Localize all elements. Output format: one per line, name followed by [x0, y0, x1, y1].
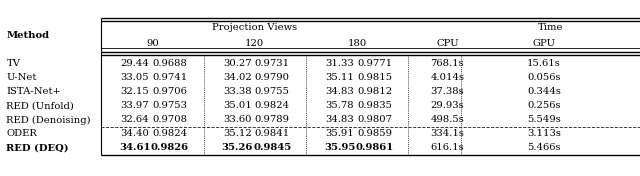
Text: 35.78: 35.78: [325, 102, 354, 111]
Text: 35.12: 35.12: [223, 130, 252, 139]
Text: GPU: GPU: [532, 39, 556, 48]
Text: 35.01: 35.01: [223, 102, 252, 111]
Text: 0.9789: 0.9789: [255, 115, 290, 124]
Text: 0.256s: 0.256s: [527, 102, 561, 111]
Text: Time: Time: [538, 23, 563, 32]
Text: 30.27: 30.27: [223, 59, 252, 68]
Text: 34.83: 34.83: [325, 87, 354, 96]
Text: 0.9731: 0.9731: [255, 59, 290, 68]
Text: 180: 180: [348, 39, 367, 48]
Text: 34.40: 34.40: [120, 130, 149, 139]
Text: 0.9824: 0.9824: [255, 102, 290, 111]
Text: 0.344s: 0.344s: [527, 87, 561, 96]
Text: TV: TV: [6, 59, 20, 68]
Text: 768.1s: 768.1s: [431, 59, 464, 68]
Text: 5.466s: 5.466s: [527, 143, 561, 152]
Text: 0.9824: 0.9824: [152, 130, 188, 139]
Text: 3.113s: 3.113s: [527, 130, 561, 139]
Text: 0.9741: 0.9741: [152, 74, 188, 83]
Text: 33.97: 33.97: [120, 102, 149, 111]
Text: 120: 120: [245, 39, 264, 48]
Text: 33.05: 33.05: [120, 74, 149, 83]
Text: 0.9753: 0.9753: [152, 102, 188, 111]
Text: 37.38s: 37.38s: [431, 87, 464, 96]
Text: 334.1s: 334.1s: [431, 130, 464, 139]
Text: 0.9771: 0.9771: [357, 59, 392, 68]
Text: 90: 90: [146, 39, 159, 48]
Text: 0.9706: 0.9706: [152, 87, 187, 96]
Text: 0.9841: 0.9841: [255, 130, 290, 139]
Text: 33.38: 33.38: [223, 87, 252, 96]
Text: 32.64: 32.64: [120, 115, 149, 124]
Text: 35.26: 35.26: [221, 143, 253, 152]
Text: RED (DEQ): RED (DEQ): [6, 143, 69, 152]
Text: 5.549s: 5.549s: [527, 115, 561, 124]
Text: 0.9835: 0.9835: [357, 102, 392, 111]
Text: 0.9812: 0.9812: [357, 87, 392, 96]
Text: 0.9859: 0.9859: [357, 130, 392, 139]
Text: RED (Unfold): RED (Unfold): [6, 102, 74, 111]
Text: 34.02: 34.02: [223, 74, 252, 83]
Text: 33.60: 33.60: [223, 115, 252, 124]
Text: 29.44: 29.44: [120, 59, 149, 68]
Text: 35.11: 35.11: [325, 74, 354, 83]
Text: Method: Method: [6, 30, 49, 39]
Text: 0.9861: 0.9861: [355, 143, 394, 152]
Text: 0.9688: 0.9688: [152, 59, 187, 68]
Text: 0.9708: 0.9708: [152, 115, 188, 124]
Text: 616.1s: 616.1s: [431, 143, 464, 152]
Text: 0.9755: 0.9755: [255, 87, 290, 96]
Text: 15.61s: 15.61s: [527, 59, 561, 68]
Text: 32.15: 32.15: [120, 87, 149, 96]
Text: 0.9826: 0.9826: [150, 143, 189, 152]
Text: 498.5s: 498.5s: [431, 115, 464, 124]
Text: 0.9807: 0.9807: [357, 115, 392, 124]
Text: 35.91: 35.91: [325, 130, 354, 139]
Text: U-Net: U-Net: [6, 74, 36, 83]
Text: ISTA-Net+: ISTA-Net+: [6, 87, 61, 96]
Text: 0.9790: 0.9790: [255, 74, 290, 83]
Text: RED (Denoising): RED (Denoising): [6, 115, 91, 125]
Text: ODER: ODER: [6, 130, 37, 139]
Text: 29.93s: 29.93s: [431, 102, 464, 111]
Text: 4.014s: 4.014s: [430, 74, 465, 83]
Text: CPU: CPU: [436, 39, 459, 48]
Text: 0.9845: 0.9845: [253, 143, 291, 152]
Text: 31.33: 31.33: [325, 59, 354, 68]
Text: Projection Views: Projection Views: [212, 23, 298, 32]
Text: 34.61: 34.61: [119, 143, 150, 152]
Text: 35.95: 35.95: [324, 143, 355, 152]
Text: 0.9815: 0.9815: [357, 74, 392, 83]
Text: 0.056s: 0.056s: [527, 74, 561, 83]
Text: 34.83: 34.83: [325, 115, 354, 124]
